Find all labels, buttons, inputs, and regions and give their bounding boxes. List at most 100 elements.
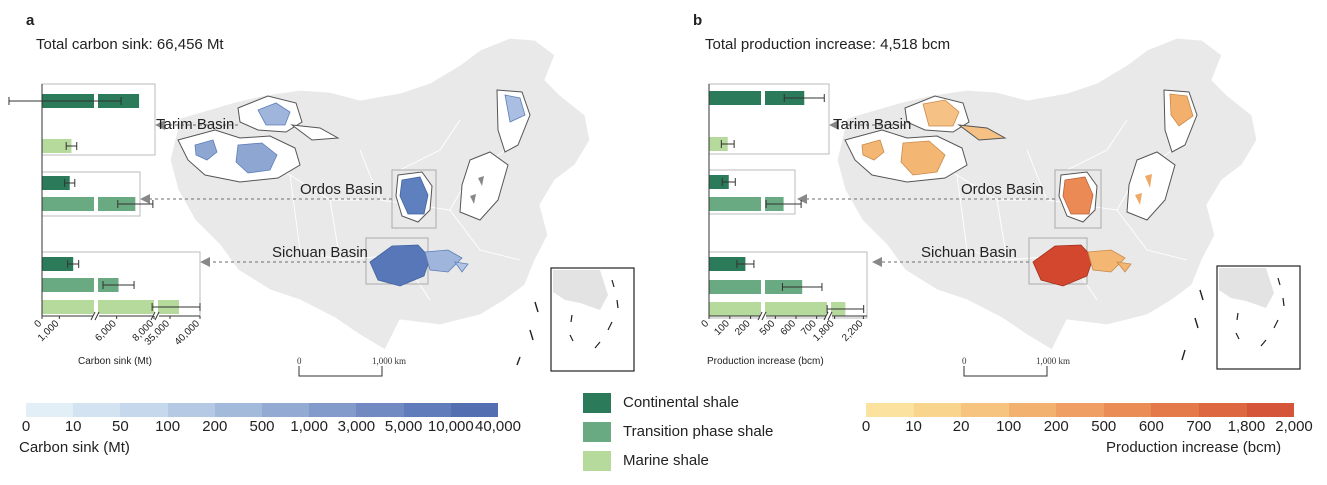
x-tick-label: 100 [712,318,732,338]
x-tick-label: 600 [779,318,799,338]
sichuan-east-fill [1087,249,1126,273]
china-basemap [836,37,1258,351]
bohai-basin-patches [1135,174,1152,205]
axis-break-gap [94,196,98,212]
legend-transition: Transition phase shale [583,417,773,446]
axis-break-gap [760,313,766,319]
bar [709,280,803,294]
sichuan-east-fill [424,249,463,273]
x-tick-label: 2,200 [840,318,866,344]
legend-continental-label: Continental shale [623,394,739,411]
legend-continental-swatch [583,392,611,413]
panel-b-scale-label: 1,000 km [1036,356,1071,366]
sichuan-east-fill-2 [1116,261,1132,273]
colorbar-tick-label: 700 [1186,418,1212,435]
ordos-basin-fill [1062,176,1094,215]
panel-a-scale-label: 1,000 km [372,356,407,366]
arrows [802,124,1055,263]
x-tick-label: 500 [758,318,778,338]
turpan-basin-fill [957,124,1007,141]
ordos-basin-label: Ordos Basin [961,181,1044,198]
colorbar-segment [450,403,499,417]
axis-break-gap [761,279,765,295]
legend-continental: Continental shale [583,388,773,417]
turpan-basin-outline [290,124,340,141]
tarim-basin-fill-2 [235,142,278,174]
colorbar-segment [1008,403,1057,417]
bar [42,257,74,271]
axis-break-gap [761,196,765,212]
colorbar-tick-label: 50 [112,418,129,435]
panel-a-scale-zero: 0 [297,356,302,366]
colorbar-segment [866,403,914,417]
panel-b-scale-zero: 0 [962,356,967,366]
colorbar-tick-label: 0 [861,418,871,435]
colorbar-tick-label: 10 [905,418,922,435]
tarim-basin-label: Tarim Basin [833,116,911,133]
bar [42,278,119,292]
legend-marine: Marine shale [583,446,773,475]
junggar-basin-fill [257,102,291,126]
panel-b-colorbar [866,403,1295,417]
axis-break-gap [94,299,98,315]
x-tick-label: 200 [733,318,753,338]
x-axis-title: Production increase (bcm) [707,356,824,367]
colorbar-segment [26,403,74,417]
colorbar-segment [961,403,1009,417]
axis-break-mark [757,311,763,321]
inset-dashes [1235,277,1285,347]
bar [709,91,805,105]
bar [709,137,728,151]
colorbar-segment [1103,403,1152,417]
shale-type-legend: Continental shale Transition phase shale… [583,388,773,475]
tarim-basin-fill-2 [900,140,946,176]
arrow-heads [797,120,882,267]
sichuan-east-fill-2 [454,261,469,273]
bohai-basin-outline [459,151,509,221]
bar [709,175,729,189]
bar [709,257,746,271]
axis-break-mark [90,311,96,321]
x-axis-title: Carbon sink (Mt) [78,356,152,367]
panel-b-total: Total production increase: 4,518 bcm [705,36,951,53]
colorbar-segment [403,403,451,417]
ordos-basin-label: Ordos Basin [300,181,383,198]
axis-break-gap [93,313,99,319]
colorbar-tick-label: 20 [952,418,970,435]
axis-break-mark [94,311,100,321]
panel-a-colorbar-title: Carbon sink (Mt) [19,439,130,456]
panel-a-total: Total carbon sink: 66,456 Mt [36,36,224,53]
x-tick-label: 6,000 [93,318,119,344]
inset-dashes [569,279,619,349]
legend-marine-label: Marine shale [623,452,709,469]
ordos-basin-fill [399,176,429,215]
offshore-dashes [516,301,539,366]
bar [42,197,136,211]
axis-break-mark [154,311,160,321]
scale-bar [963,366,1048,377]
colorbar-tick-label: 100 [155,418,181,435]
legend-transition-label: Transition phase shale [623,423,774,440]
axis-break-mark [761,311,767,321]
colorbar-tick-label: 10 [64,418,82,435]
colorbar-tick-label: 2,000 [1275,418,1313,435]
axis-break-gap [761,90,765,106]
tarim-basin-label: Tarim Basin [156,116,234,133]
panel-b-colorbar-title: Production increase (bcm) [1106,439,1282,456]
bar [709,302,846,316]
axis-break-gap [761,301,765,317]
bar [42,139,72,153]
colorbar-tick-label: 100 [996,418,1022,435]
scale-bar [298,366,383,377]
panel-a-map-chart: Tarim Basin Ordos Basin Sichuan Basin 0 1… [8,37,635,377]
bohai-basin-patches [470,176,484,204]
sichuan-basin-fill [369,244,431,287]
colorbar-tick-label: 500 [1091,418,1117,435]
colorbar-segment [167,403,215,417]
colorbar-segment [913,403,962,417]
colorbar-segment [1056,403,1104,417]
colorbar-segment [73,403,121,417]
colorbar-tick-label: 1,000 [290,418,328,435]
colorbar-segment [214,403,263,417]
